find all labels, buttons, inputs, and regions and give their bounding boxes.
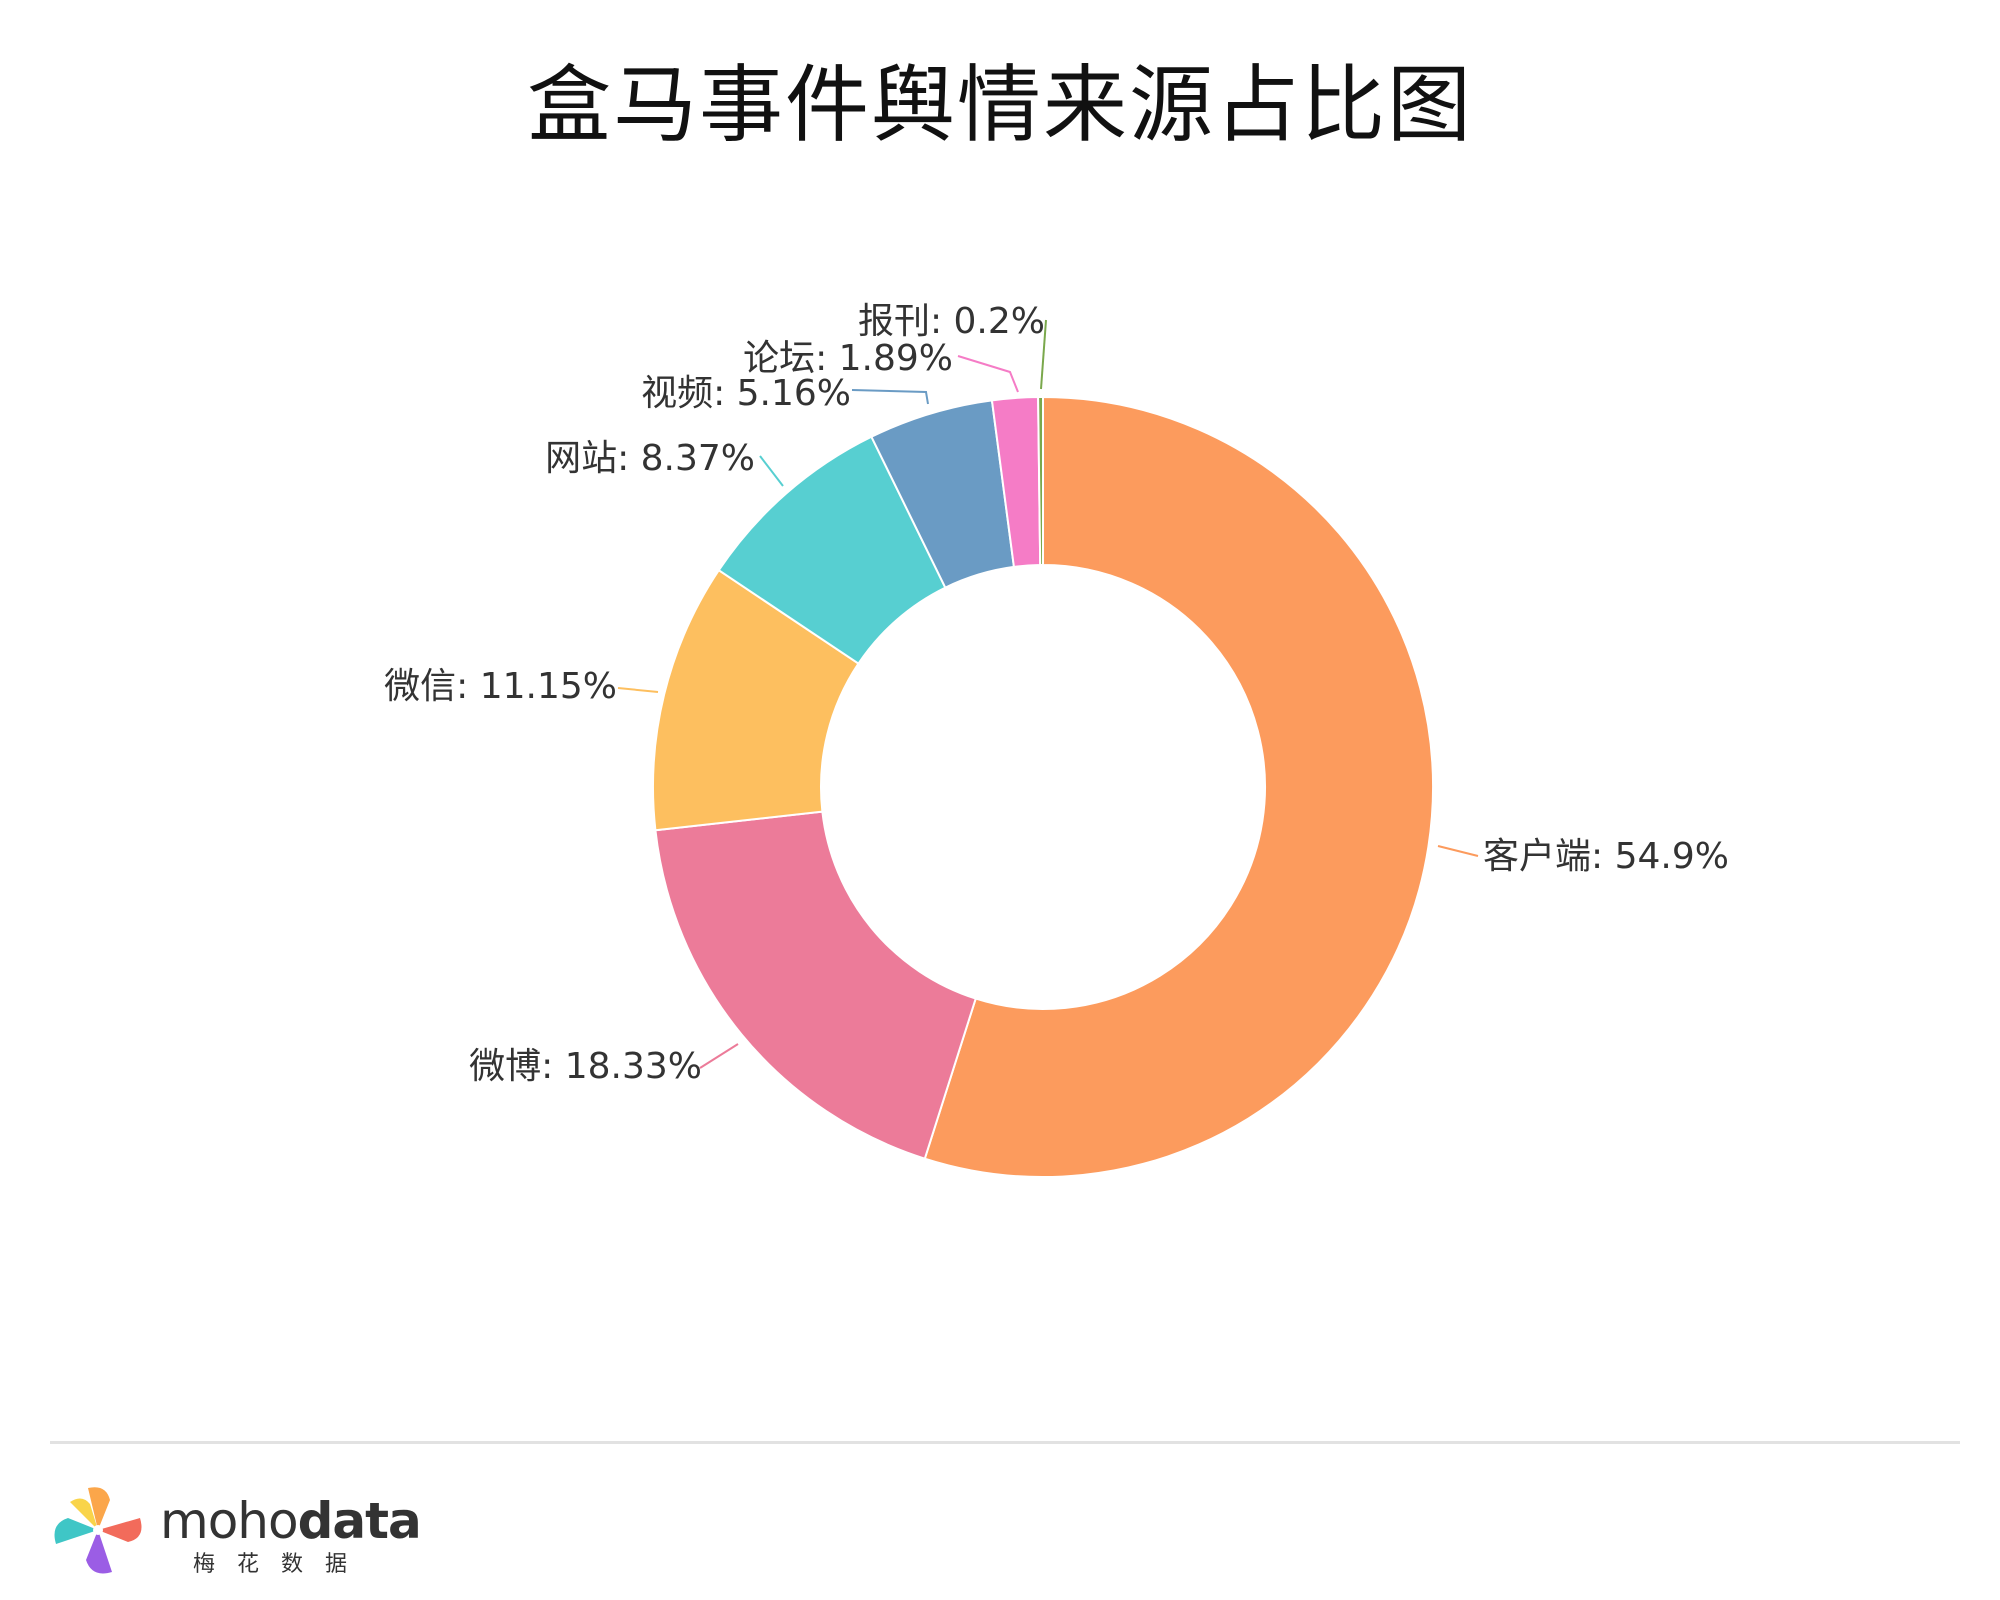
leader-line-4: [759, 455, 784, 487]
leader-line-3: [617, 687, 659, 693]
brand-name: mohodata: [160, 1492, 422, 1550]
slice-labels: 客户端: 54.9% 微博: 18.33% 微信: 11.15% 网站: 8.37% 视…: [384, 301, 1729, 1087]
slice-label-3: 微信: 11.15%: [384, 666, 617, 707]
slice-label-6: 论坛: 1.89%: [743, 338, 953, 379]
leader-line-6: [957, 355, 1019, 393]
brand-subtitle: 梅花数据: [193, 1552, 370, 1577]
brand-logo: mohodata 梅花数据: [48, 1480, 428, 1590]
pinwheel-icon: [54, 1487, 142, 1574]
donut-slice-1: [923, 395, 1434, 1178]
brand-name-regular: moho: [160, 1492, 299, 1550]
chart-title: 盒马事件舆情来源占比图: [526, 56, 1473, 154]
leader-line-5: [851, 389, 929, 405]
donut-slices: [652, 395, 1434, 1178]
donut-slice-2: [654, 810, 977, 1160]
leader-line-2: [699, 1043, 739, 1069]
leader-line-1: [1437, 845, 1479, 857]
slice-label-5: 视频: 5.16%: [641, 373, 851, 414]
slice-label-7: 报刊: 0.2%: [858, 301, 1045, 342]
footer-divider: [50, 1441, 1960, 1444]
slice-label-2: 微博: 18.33%: [469, 1046, 702, 1087]
brand-name-bold: data: [297, 1492, 422, 1550]
slice-label-4: 网站: 8.37%: [545, 438, 755, 479]
donut-slice-7: [1037, 395, 1044, 567]
donut-chart: 客户端: 54.9% 微博: 18.33% 微信: 11.15% 网站: 8.37% 视…: [384, 301, 1729, 1178]
leader-lines: [617, 319, 1479, 1069]
slice-label-1: 客户端: 54.9%: [1483, 836, 1729, 877]
leader-line-7: [1040, 319, 1047, 390]
